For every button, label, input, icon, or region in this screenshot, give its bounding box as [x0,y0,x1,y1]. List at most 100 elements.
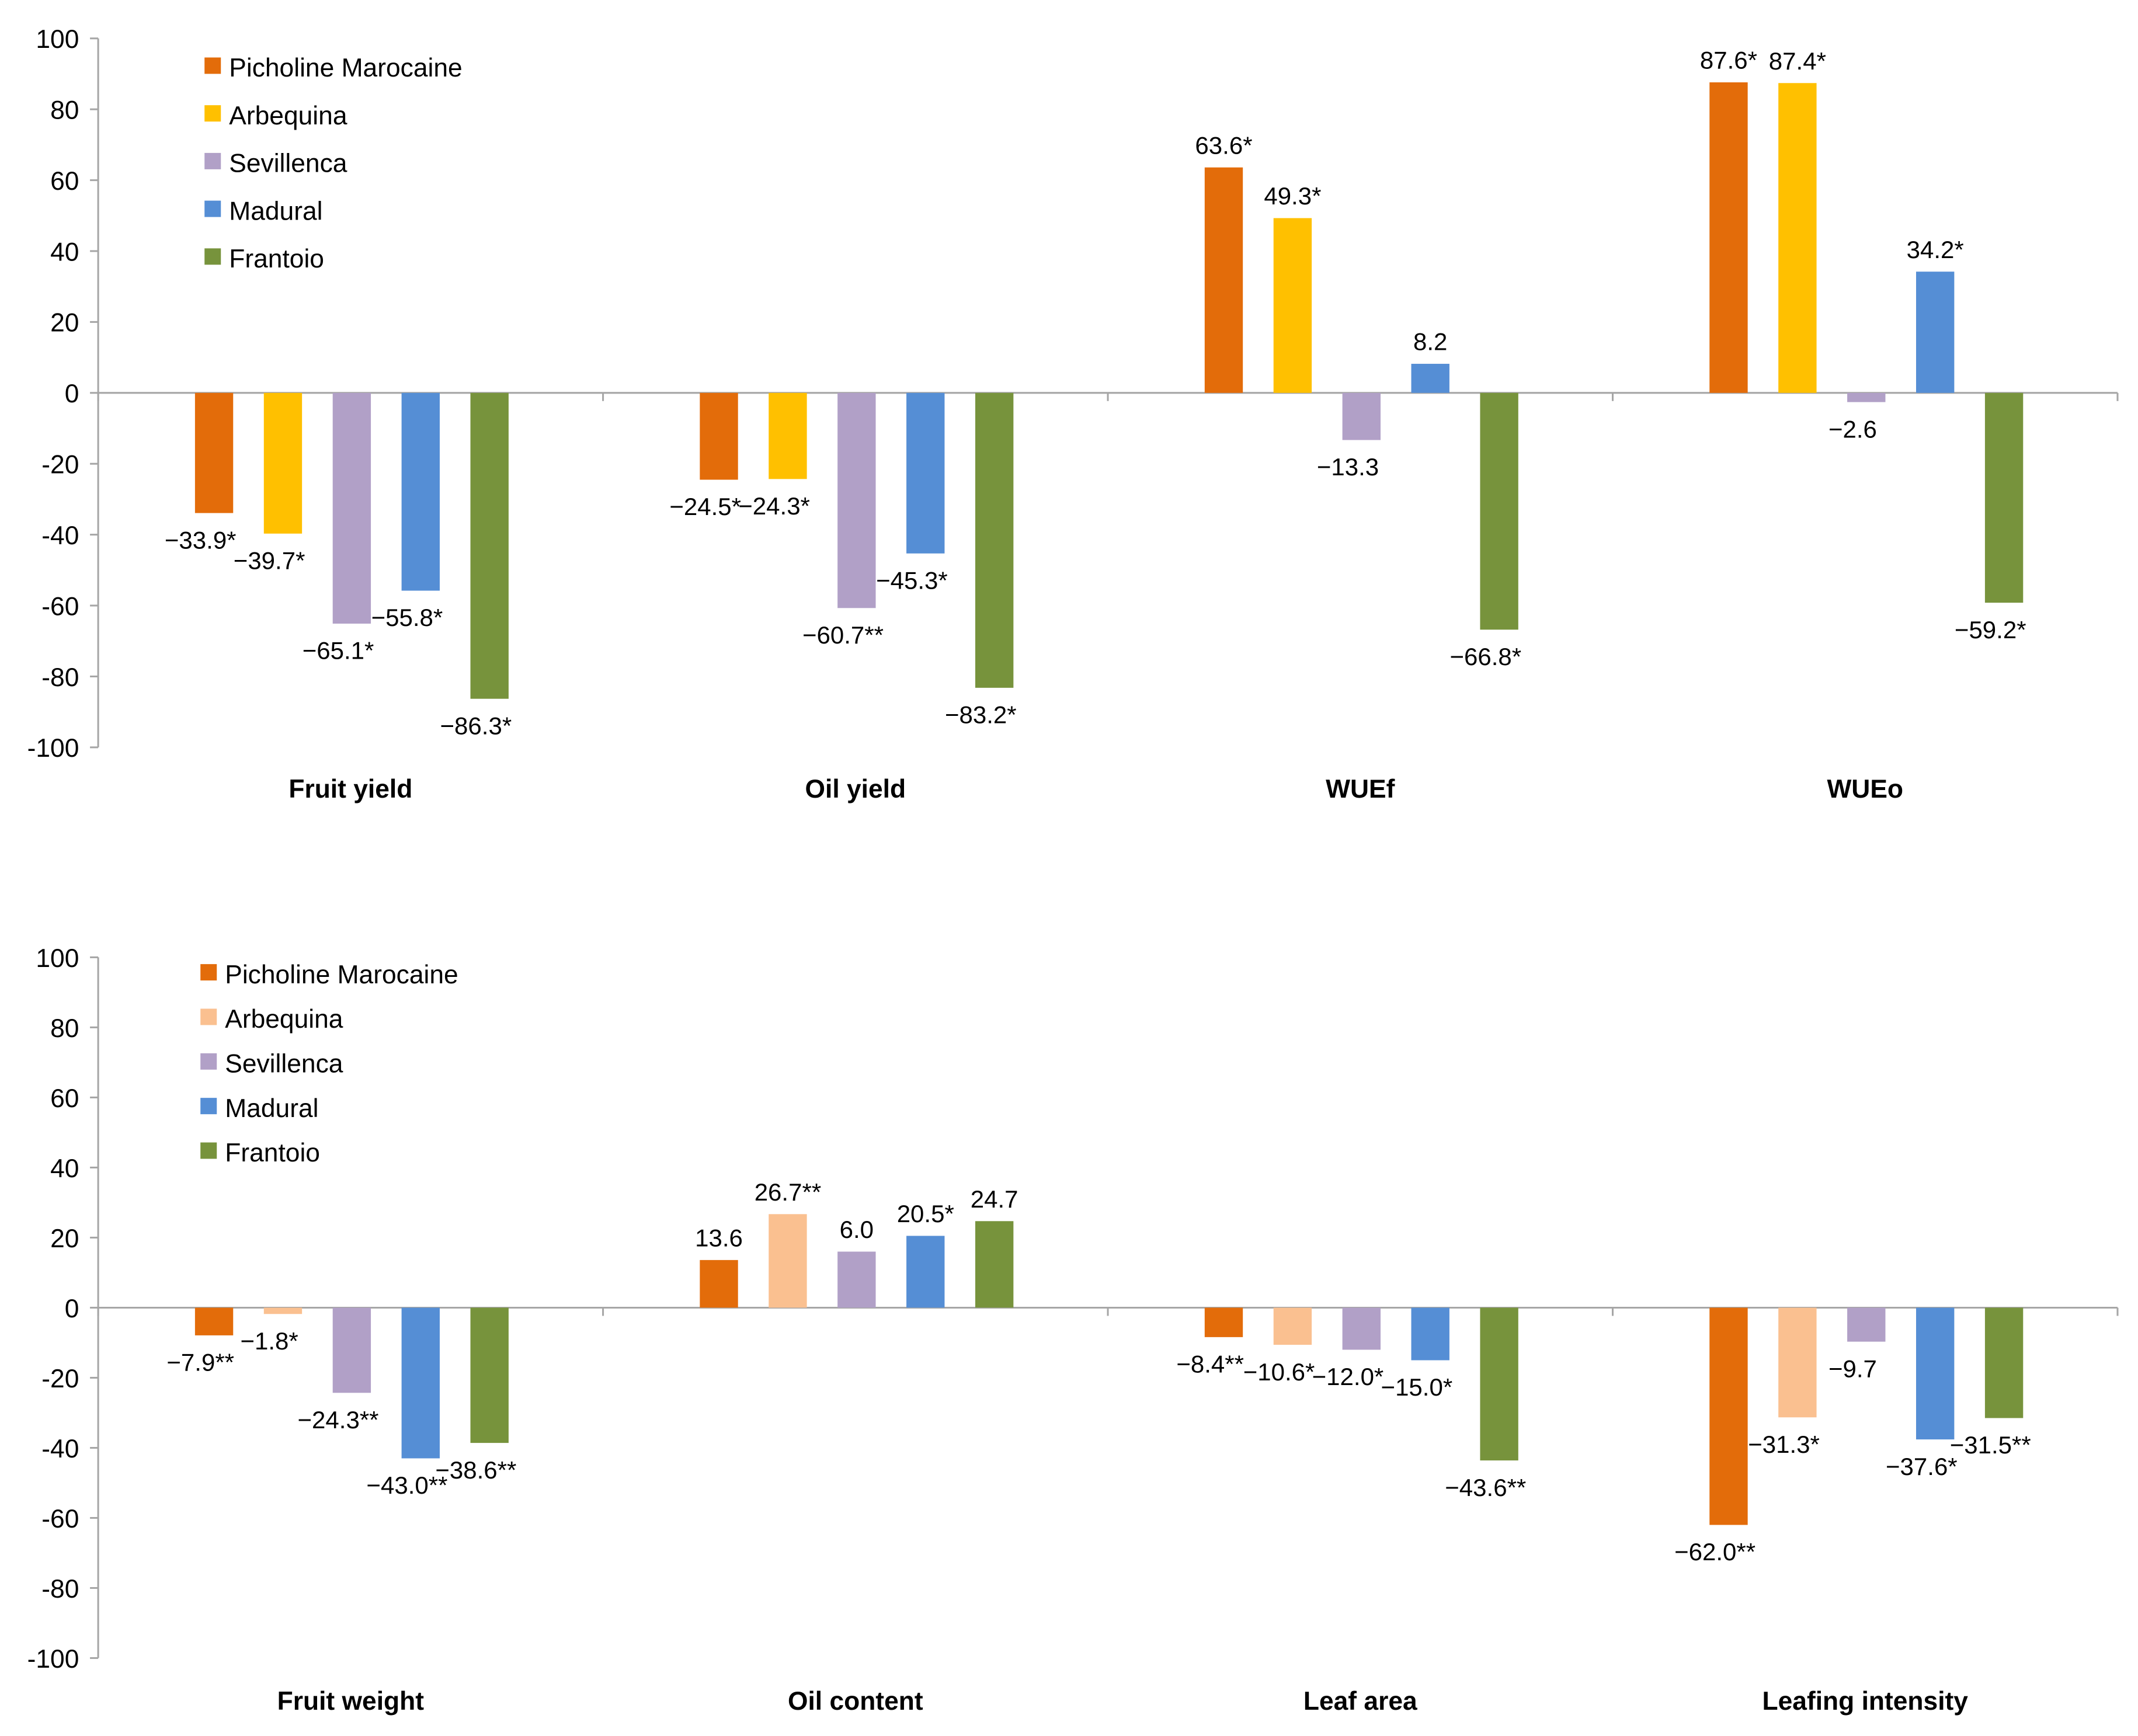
legend-label: Sevillenca [225,1049,343,1078]
data-label: 13.6 [695,1224,743,1252]
bar-madural [1411,1307,1449,1361]
category-label: WUEo [1827,775,1903,803]
y-tick-label: -100 [27,734,79,763]
data-label: −39.7* [234,547,305,575]
data-label: −86.3* [440,712,512,739]
legend-swatch [200,964,217,981]
data-label: 26.7** [755,1178,821,1206]
category-label: Leaf area [1303,1687,1417,1716]
bar-arbequina [263,1307,303,1314]
y-tick-label: 60 [50,1084,79,1113]
bar-picholine-marocaine [1709,1307,1748,1525]
y-tick-label: 0 [65,1295,79,1323]
bar-sevillenca [837,392,876,608]
bar-picholine-marocaine [1204,167,1243,393]
legend-label: Madural [225,1094,318,1123]
data-label: −65.1* [303,637,374,665]
bar-sevillenca [332,392,371,624]
y-tick-label: 0 [65,380,79,408]
bar-picholine-marocaine [700,1260,738,1308]
data-label: −24.3** [298,1406,379,1434]
data-label: 34.2* [1907,236,1964,263]
data-label: −43.0** [366,1471,447,1499]
bar-frantoio [470,392,509,699]
y-tick-label: -20 [41,451,79,479]
y-tick-label: 80 [50,96,79,125]
legend-swatch [204,57,221,74]
data-label: −43.6** [1445,1474,1526,1501]
y-tick-label: -60 [41,1505,79,1533]
bar-sevillenca [1847,1307,1886,1342]
category-label: Leafing intensity [1762,1687,1969,1716]
bar-arbequina [769,392,807,479]
data-label: 6.0 [840,1216,874,1243]
data-label: 20.5* [897,1200,954,1227]
category-label: Oil yield [805,775,906,803]
legend-label: Frantoio [225,1139,320,1167]
bar-madural [401,392,440,591]
bar-picholine-marocaine [194,1307,234,1335]
bar-picholine-marocaine [194,392,234,513]
data-label: −31.3* [1748,1431,1820,1458]
data-label: 8.2 [1413,328,1447,356]
data-label: −66.8* [1449,643,1521,670]
bar-frantoio [975,392,1014,688]
data-label: −55.8* [371,604,443,631]
data-label: 49.3* [1264,182,1321,210]
bar-frantoio [1480,1307,1518,1461]
legend-label: Picholine Marocaine [225,961,458,989]
bar-frantoio [1480,392,1518,630]
y-tick-label: -40 [41,521,79,550]
bar-picholine-marocaine [700,392,738,480]
data-label: −62.0** [1674,1538,1755,1565]
bar-madural [906,1236,945,1308]
y-tick-label: -80 [41,1575,79,1603]
data-label: −12.0* [1312,1363,1384,1390]
data-label: −9.7 [1828,1355,1877,1382]
data-label: −38.6** [435,1456,516,1484]
legend-label: Madural [229,197,322,225]
bar-sevillenca [1342,392,1381,440]
category-label: Fruit weight [277,1687,425,1716]
data-label: −45.3* [876,567,948,594]
category-label: Oil content [788,1687,923,1716]
category-label: WUEf [1326,775,1395,803]
legend-swatch [200,1008,217,1025]
bar-frantoio [1984,1307,2024,1418]
bar-madural [1916,1307,1955,1440]
bar-madural [1916,272,1955,393]
y-tick-label: 100 [36,25,79,54]
data-label: −33.9* [165,526,237,554]
bar-frantoio [470,1307,509,1443]
bar-frantoio [1984,392,2024,603]
bar-sevillenca [837,1251,876,1308]
y-tick-label: 20 [50,309,79,338]
y-tick-label: 80 [50,1014,79,1043]
data-label: −1.8* [240,1327,298,1355]
data-label: −10.6* [1243,1358,1315,1386]
data-label: −24.3* [738,492,810,520]
bar-madural [1411,364,1449,393]
legend-swatch [200,1142,217,1159]
legend-label: Frantoio [229,245,324,273]
bar-arbequina [1778,1307,1817,1418]
bar-sevillenca [1847,392,1886,402]
y-tick-label: -80 [41,663,79,692]
bar-arbequina [1273,218,1312,393]
bar-picholine-marocaine [1709,82,1748,393]
legend-swatch [204,152,221,169]
data-label: −7.9** [166,1349,234,1376]
data-label: 87.4* [1769,47,1826,75]
legend-label: Arbequina [225,1005,343,1034]
bar-sevillenca [332,1307,371,1393]
y-tick-label: -40 [41,1435,79,1463]
data-label: −2.6 [1828,415,1877,443]
y-tick-label: 60 [50,167,79,196]
legend-label: Picholine Marocaine [229,54,462,82]
legend-swatch [204,200,221,217]
bar-arbequina [1273,1307,1312,1345]
bar-frantoio [975,1221,1014,1308]
category-label: Fruit yield [288,775,412,803]
data-label: −13.3 [1317,453,1379,481]
